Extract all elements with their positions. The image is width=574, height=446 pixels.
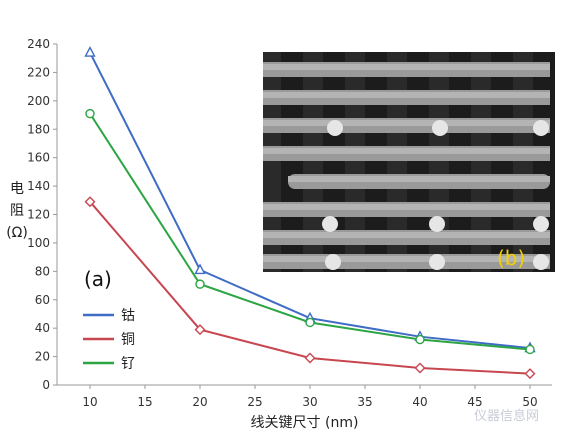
y-tick-label: 40: [35, 321, 50, 335]
sem-via-dot: [429, 216, 445, 232]
y-tick-label: 20: [35, 350, 50, 364]
sem-metal-highlight: [263, 148, 550, 154]
watermark-text: 仪器信息网: [474, 408, 539, 424]
y-tick-label: 0: [42, 378, 50, 392]
sem-via-dot: [325, 254, 341, 270]
sem-metal-highlight: [263, 120, 550, 126]
sem-via-dot: [322, 216, 338, 232]
sem-via-dot: [533, 120, 549, 136]
data-point: [85, 108, 95, 119]
y-tick-label: 140: [27, 179, 50, 193]
y-tick-label: 240: [27, 37, 50, 51]
data-point: [414, 362, 426, 374]
x-tick-label: 15: [137, 395, 152, 409]
y-tick-label: 160: [27, 151, 50, 165]
series-layer: [84, 46, 536, 380]
x-axis-title: 线关键尺寸 (nm): [251, 415, 359, 431]
data-point: [195, 279, 205, 289]
sem-metal-highlight: [263, 256, 550, 262]
legend-label: 钴: [121, 308, 135, 324]
x-tick-label: 45: [467, 395, 482, 409]
sem-metal-highlight: [263, 64, 550, 70]
panel-label-b: (b): [497, 246, 525, 270]
sem-metal-highlight: [263, 232, 550, 238]
sem-metal-highlight: [288, 176, 550, 182]
series-3: [85, 108, 535, 355]
panel-label-a: (a): [84, 267, 112, 291]
y-ticks: 0 20 40 60 80 100 120 140 160 180 200 220 240: [27, 37, 57, 392]
x-tick-label: 30: [302, 395, 317, 409]
series-2: [84, 196, 536, 380]
data-point: [84, 46, 96, 57]
data-point: [304, 352, 316, 364]
sem-via-dot: [432, 120, 448, 136]
legend: 钴铜钌: [83, 308, 135, 372]
data-point: [305, 317, 315, 328]
y-tick-label: 100: [27, 236, 50, 250]
sem-image-inset: [263, 52, 555, 272]
data-point: [194, 263, 206, 275]
sem-via-dot: [533, 254, 549, 270]
data-point: [194, 324, 206, 336]
y-tick-label: 60: [35, 293, 50, 307]
x-tick-label: 40: [412, 395, 427, 409]
y-tick-label: 80: [35, 264, 50, 278]
y-tick-label: 120: [27, 208, 50, 222]
data-point: [525, 344, 535, 355]
x-tick-label: 35: [357, 395, 372, 409]
sem-via-dot: [327, 120, 343, 136]
sem-metal-highlight: [263, 92, 550, 98]
data-point: [524, 368, 536, 380]
x-tick-label: 50: [522, 395, 537, 409]
sem-metal-highlight: [263, 204, 550, 210]
data-point: [84, 196, 96, 208]
y-tick-label: 220: [27, 65, 50, 79]
y-tick-label: 200: [27, 94, 50, 108]
legend-label: 钌: [121, 356, 135, 372]
y-tick-label: 180: [27, 122, 50, 136]
x-tick-label: 20: [192, 395, 207, 409]
sem-via-dot: [533, 216, 549, 232]
x-ticks: 10 15 20 25 30 35 40 45 50: [82, 385, 538, 409]
y-axis-title: 电阻(Ω): [6, 181, 28, 241]
x-tick-label: 10: [82, 395, 97, 409]
x-tick-label: 25: [247, 395, 262, 409]
legend-label: 铜: [121, 332, 135, 348]
sem-via-dot: [429, 254, 445, 270]
data-point: [415, 334, 425, 345]
